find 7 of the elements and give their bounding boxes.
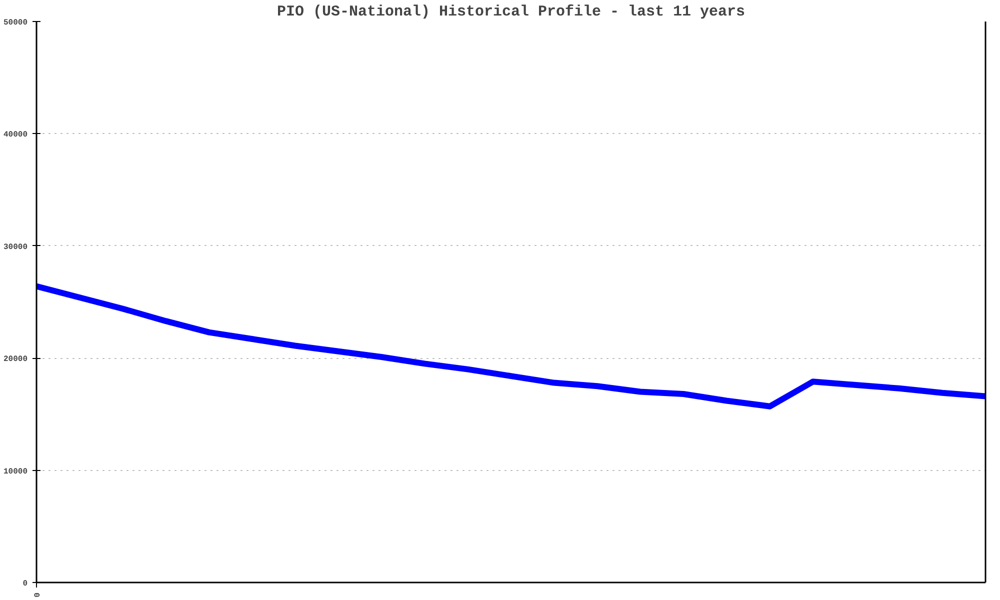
chart-title: PIO (US-National) Historical Profile - last 11 years [276,4,746,20]
y-tick-label: 20000 [3,355,28,364]
y-tick-label: 30000 [3,242,28,252]
y-tick-label: 0 [22,580,28,588]
y-tick-label: 10000 [3,467,28,476]
y-tick-label: 50000 [3,18,28,28]
y-tick-label: 40000 [3,130,28,140]
